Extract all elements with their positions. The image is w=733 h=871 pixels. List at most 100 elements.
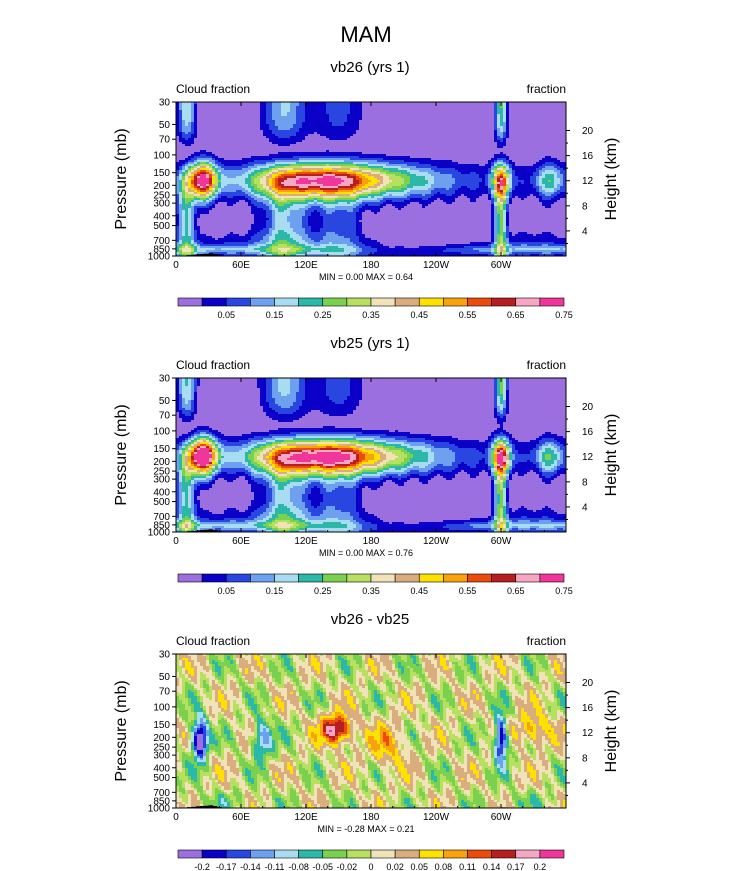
field-cell bbox=[254, 180, 260, 183]
field-cell bbox=[362, 464, 377, 467]
field-cell bbox=[497, 438, 500, 441]
field-cell bbox=[224, 512, 251, 515]
field-cell bbox=[542, 464, 545, 467]
field-cell bbox=[377, 470, 383, 473]
field-cell bbox=[464, 522, 488, 525]
field-cell bbox=[182, 468, 185, 471]
field-cell bbox=[494, 136, 497, 139]
field-cell bbox=[506, 188, 509, 191]
field-cell bbox=[275, 242, 290, 245]
field-cell bbox=[353, 242, 362, 245]
field-cell bbox=[350, 464, 356, 467]
field-cell bbox=[509, 222, 566, 225]
field-cell bbox=[206, 432, 212, 435]
field-cell bbox=[497, 470, 500, 473]
field-cell bbox=[491, 468, 494, 471]
field-cell bbox=[506, 456, 509, 459]
field-cell bbox=[305, 240, 314, 243]
field-cell bbox=[296, 398, 305, 401]
field-cell bbox=[218, 468, 221, 471]
field-cell bbox=[509, 126, 566, 129]
field-cell bbox=[497, 178, 500, 181]
field-cell bbox=[494, 102, 497, 105]
field-cell bbox=[371, 488, 377, 491]
field-cell bbox=[533, 510, 536, 513]
field-cell bbox=[299, 128, 359, 131]
field-cell bbox=[275, 402, 293, 405]
field-cell bbox=[185, 470, 188, 473]
field-cell bbox=[368, 162, 389, 165]
field-cell bbox=[509, 226, 566, 229]
field-cell bbox=[182, 120, 185, 123]
field-cell bbox=[185, 468, 188, 471]
field-cell bbox=[266, 180, 269, 183]
field-cell bbox=[563, 452, 566, 455]
field-cell bbox=[473, 654, 476, 657]
field-cell bbox=[179, 654, 188, 657]
field-cell bbox=[392, 480, 407, 483]
field-cell bbox=[383, 180, 392, 183]
field-cell bbox=[329, 118, 347, 121]
field-cell bbox=[560, 170, 566, 173]
field-cell bbox=[191, 106, 194, 109]
field-cell bbox=[197, 104, 260, 107]
field-cell bbox=[260, 122, 266, 125]
field-cell bbox=[248, 198, 254, 201]
field-cell bbox=[362, 118, 494, 121]
field-cell bbox=[185, 196, 194, 199]
colorbar-box bbox=[515, 297, 541, 307]
field-cell bbox=[290, 102, 299, 105]
field-cell bbox=[224, 242, 254, 245]
field-cell bbox=[179, 396, 182, 399]
field-cell bbox=[287, 472, 308, 475]
y-tick-label: 150 bbox=[153, 444, 170, 455]
field-cell bbox=[554, 182, 560, 185]
field-cell bbox=[362, 472, 377, 475]
field-cell bbox=[515, 254, 518, 257]
field-cell bbox=[212, 166, 215, 169]
field-cell bbox=[329, 164, 356, 167]
field-cell bbox=[260, 110, 266, 113]
field-cell bbox=[317, 200, 323, 203]
field-cell bbox=[194, 246, 197, 249]
field-cell bbox=[491, 222, 494, 225]
field-cell bbox=[257, 200, 269, 203]
field-cell bbox=[374, 514, 491, 517]
field-cell bbox=[515, 456, 536, 459]
field-cell bbox=[419, 202, 431, 205]
field-cell bbox=[278, 168, 293, 171]
field-cell bbox=[194, 236, 197, 239]
field-cell bbox=[404, 464, 410, 467]
field-cell bbox=[194, 176, 197, 179]
field-cell bbox=[509, 234, 512, 237]
field-cell bbox=[302, 250, 311, 253]
field-cell bbox=[356, 234, 365, 237]
field-cell bbox=[188, 486, 191, 489]
field-cell bbox=[512, 474, 518, 477]
field-cell bbox=[299, 186, 308, 189]
field-cell bbox=[293, 478, 308, 481]
field-cell bbox=[296, 442, 350, 445]
field-cell bbox=[209, 206, 215, 209]
field-cell bbox=[200, 378, 257, 381]
field-cell bbox=[188, 226, 191, 229]
field-cell bbox=[545, 170, 554, 173]
field-cell bbox=[179, 124, 182, 127]
field-cell bbox=[383, 448, 389, 451]
field-cell bbox=[290, 214, 305, 217]
field-cell bbox=[176, 132, 182, 135]
field-cell bbox=[500, 244, 503, 247]
field-cell bbox=[494, 162, 497, 165]
field-cell bbox=[488, 188, 491, 191]
field-cell bbox=[554, 196, 566, 199]
field-cell bbox=[209, 470, 212, 473]
field-cell bbox=[509, 240, 566, 243]
field-cell bbox=[275, 124, 293, 127]
field-cell bbox=[194, 200, 203, 203]
field-cell bbox=[302, 512, 311, 515]
field-cell bbox=[509, 448, 512, 451]
field-cell bbox=[296, 400, 302, 403]
field-cell bbox=[512, 470, 530, 473]
height-axis-label: Height (km) bbox=[603, 414, 620, 497]
field-cell bbox=[188, 504, 191, 507]
